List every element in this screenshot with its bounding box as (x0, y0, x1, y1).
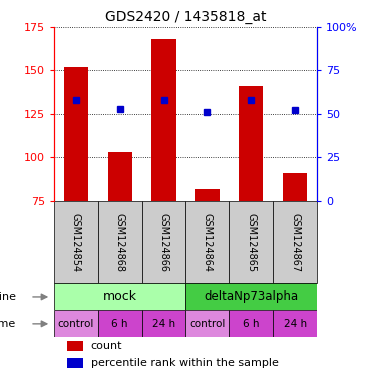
Text: control: control (189, 319, 226, 329)
Text: percentile rank within the sample: percentile rank within the sample (91, 358, 279, 368)
Bar (186, 283, 317, 310)
Bar (54, 283, 185, 310)
Text: count: count (91, 341, 122, 351)
Text: GSM124866: GSM124866 (158, 213, 168, 271)
Text: time: time (0, 319, 16, 329)
Bar (67, 358, 83, 368)
Bar (108, 152, 132, 201)
Bar (98, 310, 142, 337)
Bar (229, 201, 273, 283)
Text: GSM124865: GSM124865 (246, 212, 256, 271)
Text: cell line: cell line (0, 292, 16, 302)
Bar (196, 189, 220, 201)
Bar (186, 310, 229, 337)
Text: deltaNp73alpha: deltaNp73alpha (204, 290, 298, 303)
Bar (142, 201, 186, 283)
Title: GDS2420 / 1435818_at: GDS2420 / 1435818_at (105, 10, 266, 25)
Text: 6 h: 6 h (243, 319, 260, 329)
Bar (54, 310, 98, 337)
Bar (98, 201, 142, 283)
Bar (67, 341, 83, 351)
Bar (186, 201, 229, 283)
Bar (54, 201, 98, 283)
Text: GSM124868: GSM124868 (115, 213, 125, 271)
Text: mock: mock (103, 290, 137, 303)
Bar (273, 310, 317, 337)
Bar (229, 310, 273, 337)
Text: control: control (58, 319, 94, 329)
Bar (239, 86, 263, 201)
Bar (142, 310, 186, 337)
Text: GSM124867: GSM124867 (290, 212, 300, 271)
Bar (273, 201, 317, 283)
Bar (151, 39, 175, 201)
Text: 24 h: 24 h (152, 319, 175, 329)
Bar (64, 67, 88, 201)
Text: GSM124854: GSM124854 (71, 212, 81, 271)
Text: 6 h: 6 h (111, 319, 128, 329)
Text: GSM124864: GSM124864 (203, 213, 213, 271)
Bar (283, 173, 307, 201)
Text: 24 h: 24 h (284, 319, 307, 329)
